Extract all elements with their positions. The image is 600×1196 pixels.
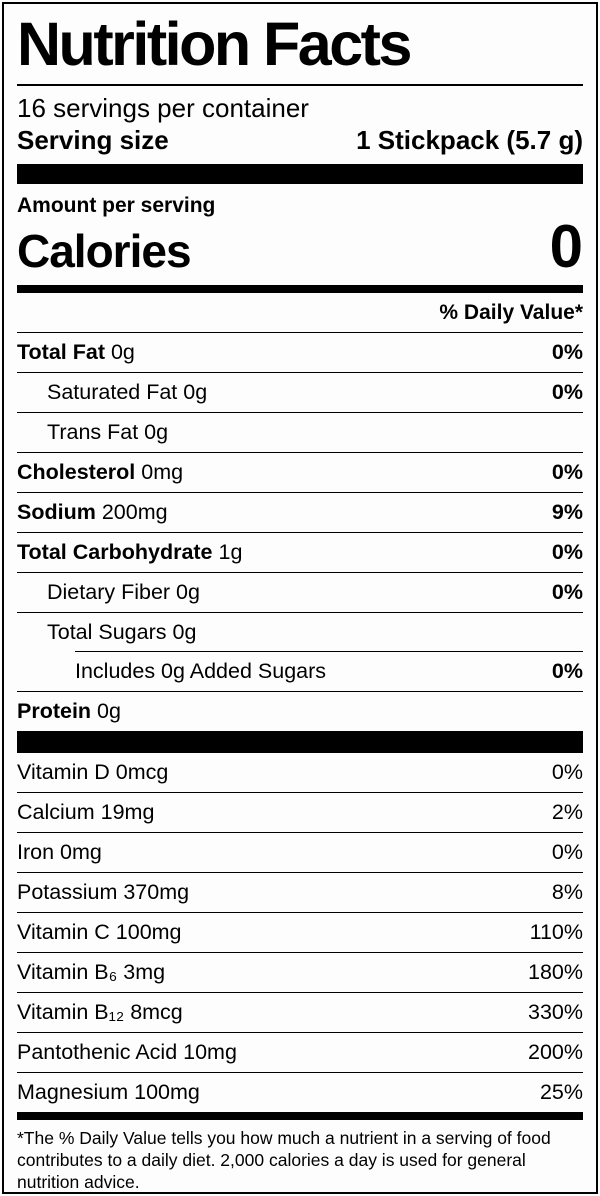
daily-value-header: % Daily Value* <box>439 301 583 324</box>
vitamin-row: Vitamin C 100mg 110% <box>17 912 583 952</box>
calories-row: Calories 0 <box>17 213 583 280</box>
nutrient-name: Total Fat 0g <box>17 340 135 364</box>
nutrient-daily-value: 0% <box>551 340 583 364</box>
serving-size-value: 1 Stickpack (5.7 g) <box>356 125 583 155</box>
nutrient-name-bold: Cholesterol <box>17 460 136 484</box>
nutrient-row: Includes 0g Added Sugars 0% <box>17 651 583 691</box>
vitamin-daily-value: 200% <box>528 1040 583 1064</box>
nutrient-name-bold: Sodium <box>17 500 96 524</box>
servings-per-container: 16 servings per container <box>17 93 309 123</box>
nutrient-name-bold: Total Fat <box>17 340 105 364</box>
calories-separator-bar <box>17 285 583 293</box>
calories-label: Calories <box>17 225 192 277</box>
thick-separator-bar <box>17 164 583 184</box>
nutrient-row: Trans Fat 0g <box>17 412 583 452</box>
daily-value-footnote: *The % Daily Value tells you how much a … <box>17 1128 551 1192</box>
vitamin-daily-value: 110% <box>529 920 583 944</box>
nutrient-row: Cholesterol 0mg 0% <box>17 452 583 492</box>
vitamin-name: Vitamin B₆ 3mg <box>17 960 166 984</box>
vitamin-daily-value: 180% <box>528 960 583 984</box>
nutrient-row: Total Fat 0g 0% <box>17 332 583 372</box>
nutrient-name: Total Sugars 0g <box>47 620 197 644</box>
nutrient-daily-value: 0% <box>551 580 583 604</box>
nutrient-row: Dietary Fiber 0g 0% <box>17 572 583 612</box>
protein-separator-bar <box>17 731 583 753</box>
vitamin-name: Pantothenic Acid 10mg <box>17 1040 237 1064</box>
nutrient-rows-section: Total Fat 0g 0% Saturated Fat 0g 0% Trans Fa… <box>17 332 583 731</box>
nutrient-daily-value: 0% <box>551 460 583 484</box>
vitamin-row: Potassium 370mg 8% <box>17 872 583 912</box>
vitamin-daily-value: 2% <box>551 800 583 824</box>
nutrient-name: Trans Fat 0g <box>47 420 169 444</box>
vitamin-row: Vitamin D 0mcg 0% <box>17 753 583 792</box>
vitamin-daily-value: 8% <box>551 880 583 904</box>
serving-size-row: Serving size 1 Stickpack (5.7 g) <box>17 124 583 156</box>
vitamin-daily-value: 0% <box>551 760 583 784</box>
vitamin-name: Calcium 19mg <box>17 800 155 824</box>
vitamin-row: Iron 0mg 0% <box>17 832 583 872</box>
nutrient-name: Includes 0g Added Sugars <box>75 659 327 683</box>
amount-per-serving-label: Amount per serving <box>17 194 216 217</box>
nutrient-daily-value: 0% <box>551 540 583 564</box>
nutrient-name-bold: Protein <box>17 699 92 723</box>
vitamin-name: Magnesium 100mg <box>17 1080 200 1104</box>
vitamin-row: Magnesium 100mg 25% <box>17 1072 583 1112</box>
vitamin-row: Pantothenic Acid 10mg 200% <box>17 1032 583 1072</box>
nutrient-row: Sodium 200mg 9% <box>17 492 583 532</box>
nutrient-row: Total Sugars 0g <box>17 612 583 652</box>
vitamin-name: Vitamin D 0mcg <box>17 760 169 784</box>
nutrient-row: Saturated Fat 0g 0% <box>17 372 583 412</box>
vitamin-row: Vitamin B₆ 3mg 180% <box>17 952 583 992</box>
footnote-separator-bar <box>17 1112 583 1120</box>
vitamin-daily-value: 330% <box>528 1000 583 1024</box>
vitamin-rows-section: Vitamin D 0mcg 0% Calcium 19mg 2% Iron 0mg 0%… <box>17 753 583 1112</box>
nutrient-daily-value: 9% <box>551 500 583 524</box>
nutrient-name-bold: Total Carbohydrate <box>17 540 213 564</box>
vitamin-name: Potassium 370mg <box>17 880 190 904</box>
vitamin-name: Vitamin C 100mg <box>17 920 182 944</box>
nutrient-name: Sodium 200mg <box>17 500 168 524</box>
vitamin-daily-value: 25% <box>539 1080 583 1104</box>
nutrient-name: Saturated Fat 0g <box>47 380 208 404</box>
nutrient-daily-value: 0% <box>551 380 583 404</box>
calories-value: 0 <box>549 213 583 280</box>
vitamin-row: Vitamin B₁₂ 8mcg 330% <box>17 992 583 1032</box>
label-title: Nutrition Facts <box>17 8 583 86</box>
vitamin-name: Iron 0mg <box>17 840 102 864</box>
nutrient-row: Protein 0g <box>17 691 583 731</box>
vitamin-row: Calcium 19mg 2% <box>17 792 583 832</box>
nutrient-name: Protein 0g <box>17 699 121 723</box>
serving-size-label: Serving size <box>17 125 169 155</box>
nutrient-daily-value: 0% <box>551 659 583 683</box>
nutrient-name: Cholesterol 0mg <box>17 460 184 484</box>
nutrient-row: Total Carbohydrate 1g 0% <box>17 532 583 572</box>
nutrient-name: Total Carbohydrate 1g <box>17 540 243 564</box>
nutrient-name: Dietary Fiber 0g <box>47 580 200 604</box>
vitamin-name: Vitamin B₁₂ 8mcg <box>17 1000 183 1024</box>
vitamin-daily-value: 0% <box>551 840 583 864</box>
